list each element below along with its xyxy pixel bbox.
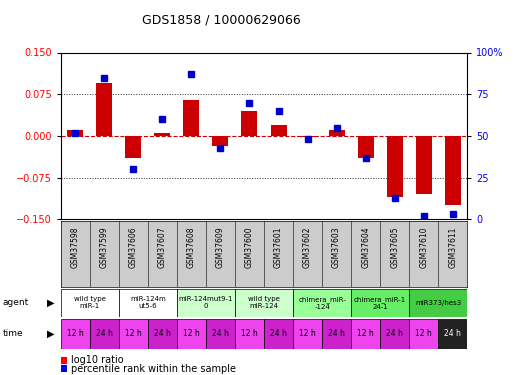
Bar	[119, 289, 177, 317]
Bar	[183, 100, 200, 136]
Bar	[299, 136, 316, 137]
Text: time: time	[3, 329, 23, 338]
Text: GSM37605: GSM37605	[390, 226, 399, 268]
Bar	[177, 289, 235, 317]
Text: miR-124m
ut5-6: miR-124m ut5-6	[130, 296, 166, 309]
Text: GSM37603: GSM37603	[332, 226, 341, 268]
Text: 24 h: 24 h	[386, 329, 403, 338]
Bar	[357, 136, 374, 158]
Text: miR373/hes3: miR373/hes3	[415, 300, 461, 306]
Text: 12 h: 12 h	[416, 329, 432, 338]
Text: 12 h: 12 h	[241, 329, 258, 338]
Bar	[96, 83, 112, 136]
Bar	[293, 319, 322, 349]
Text: 24 h: 24 h	[212, 329, 229, 338]
Text: GDS1858 / 10000629066: GDS1858 / 10000629066	[143, 13, 301, 26]
Text: GSM37599: GSM37599	[100, 226, 109, 268]
Text: ▶: ▶	[48, 298, 55, 308]
Text: chimera_miR-
-124: chimera_miR- -124	[298, 296, 346, 310]
Bar	[409, 289, 467, 317]
Text: log10 ratio: log10 ratio	[71, 356, 124, 365]
Text: 12 h: 12 h	[125, 329, 142, 338]
Text: 12 h: 12 h	[67, 329, 83, 338]
Bar	[270, 125, 287, 136]
Text: 24 h: 24 h	[154, 329, 171, 338]
Bar	[154, 133, 171, 136]
Bar	[61, 319, 90, 349]
Text: wild type
miR-124: wild type miR-124	[248, 296, 280, 309]
Text: GSM37609: GSM37609	[216, 226, 225, 268]
Text: wild type
miR-1: wild type miR-1	[74, 296, 106, 309]
Text: GSM37607: GSM37607	[158, 226, 167, 268]
Text: GSM37600: GSM37600	[245, 226, 254, 268]
Bar	[322, 319, 351, 349]
Text: GSM37608: GSM37608	[187, 226, 196, 268]
Text: GSM37610: GSM37610	[419, 226, 428, 268]
Bar	[293, 289, 351, 317]
Bar	[148, 319, 177, 349]
Bar	[212, 136, 229, 146]
Bar	[235, 289, 293, 317]
Text: 12 h: 12 h	[357, 329, 374, 338]
Bar	[416, 136, 432, 194]
Text: miR-124mut9-1
0: miR-124mut9-1 0	[178, 296, 233, 309]
Bar	[67, 130, 83, 136]
Text: chimera_miR-1
24-1: chimera_miR-1 24-1	[354, 296, 406, 310]
Text: GSM37602: GSM37602	[303, 226, 312, 268]
Bar	[409, 319, 438, 349]
Bar	[235, 319, 264, 349]
Bar	[264, 319, 293, 349]
Bar	[90, 319, 119, 349]
Bar	[125, 136, 142, 158]
Text: 24 h: 24 h	[445, 329, 461, 338]
Text: GSM37604: GSM37604	[361, 226, 370, 268]
Bar	[328, 130, 345, 136]
Text: GSM37611: GSM37611	[448, 226, 457, 268]
Bar	[351, 319, 380, 349]
Bar	[380, 319, 409, 349]
Bar	[61, 289, 119, 317]
Bar	[351, 289, 409, 317]
Bar	[119, 319, 148, 349]
Bar	[438, 319, 467, 349]
Text: GSM37598: GSM37598	[71, 226, 80, 268]
Bar	[386, 136, 403, 197]
Text: agent: agent	[3, 298, 29, 307]
Bar	[241, 111, 258, 136]
Bar	[177, 319, 206, 349]
Text: 12 h: 12 h	[183, 329, 200, 338]
Text: percentile rank within the sample: percentile rank within the sample	[71, 364, 237, 374]
Text: 24 h: 24 h	[328, 329, 345, 338]
Text: GSM37606: GSM37606	[129, 226, 138, 268]
Text: 12 h: 12 h	[299, 329, 316, 338]
Text: 24 h: 24 h	[96, 329, 112, 338]
Bar	[206, 319, 235, 349]
Text: ▶: ▶	[48, 329, 55, 339]
Text: GSM37601: GSM37601	[274, 226, 283, 268]
Bar	[445, 136, 461, 206]
Text: 24 h: 24 h	[270, 329, 287, 338]
